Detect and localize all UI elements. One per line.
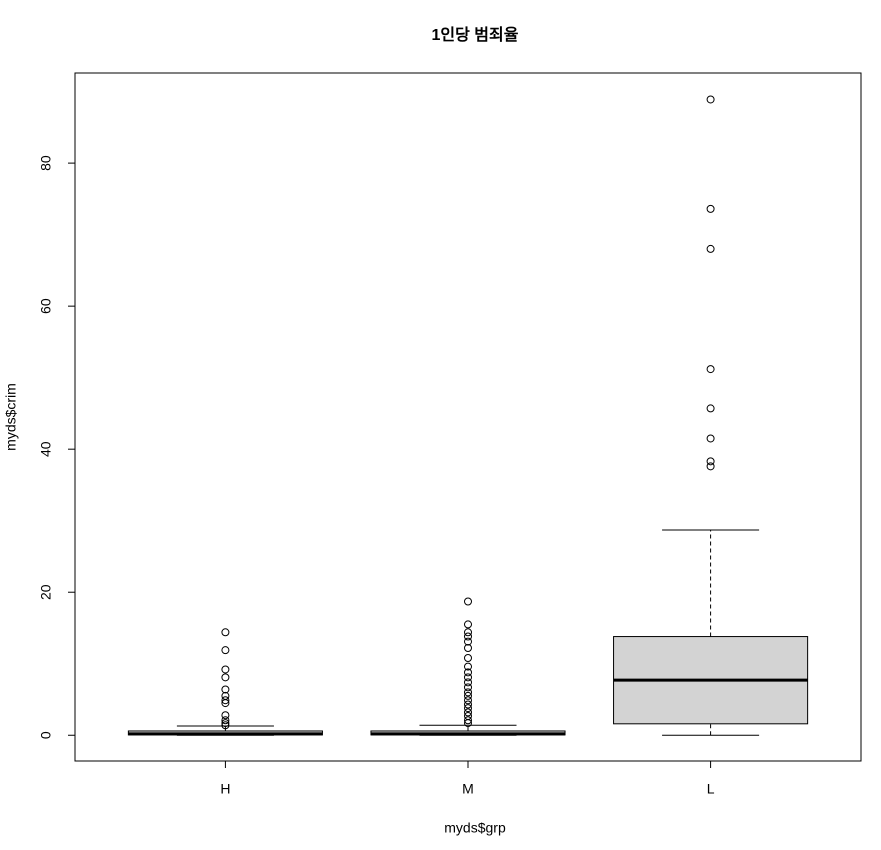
outlier <box>221 716 230 725</box>
outlier <box>464 688 472 697</box>
outlier <box>464 597 472 606</box>
outlier <box>221 696 230 705</box>
outlier <box>706 244 715 253</box>
y-tick-label: 80 <box>38 155 54 171</box>
y-tick-label: 60 <box>38 298 54 314</box>
outlier <box>464 620 472 629</box>
outlier <box>706 404 715 413</box>
outlier <box>464 716 472 725</box>
outlier <box>221 646 230 655</box>
outlier <box>464 678 472 687</box>
outlier <box>221 673 230 682</box>
outlier <box>221 665 230 674</box>
outlier <box>221 685 230 694</box>
y-tick-label: 0 <box>38 731 54 739</box>
outlier <box>221 628 230 637</box>
outlier <box>464 708 472 717</box>
outlier <box>706 462 715 471</box>
outlier <box>221 699 230 708</box>
outlier <box>464 662 472 671</box>
outlier <box>706 204 715 213</box>
x-tick-label: M <box>462 781 474 797</box>
outlier <box>464 673 472 682</box>
outlier <box>706 365 715 374</box>
outlier <box>464 683 472 692</box>
outlier <box>464 696 472 705</box>
outlier <box>706 457 715 466</box>
outlier <box>464 644 472 653</box>
y-axis-label: myds$crim <box>3 383 19 451</box>
outlier <box>464 700 472 709</box>
outlier <box>464 704 472 713</box>
outlier <box>464 654 472 663</box>
outlier <box>221 721 230 730</box>
x-tick-label: L <box>707 781 715 797</box>
x-axis-label: myds$grp <box>444 820 506 836</box>
outlier <box>706 95 715 104</box>
outlier <box>464 632 472 641</box>
outlier <box>221 719 230 728</box>
x-tick-label: H <box>220 781 230 797</box>
chart-title: 1인당 범죄율 <box>432 26 519 44</box>
outlier <box>464 637 472 646</box>
outlier <box>464 628 472 637</box>
outlier <box>464 691 472 700</box>
y-tick-label: 20 <box>38 584 54 600</box>
y-tick-label: 40 <box>38 441 54 457</box>
outlier <box>706 434 715 443</box>
outlier <box>464 668 472 677</box>
outlier <box>464 719 472 728</box>
outlier <box>221 711 230 720</box>
